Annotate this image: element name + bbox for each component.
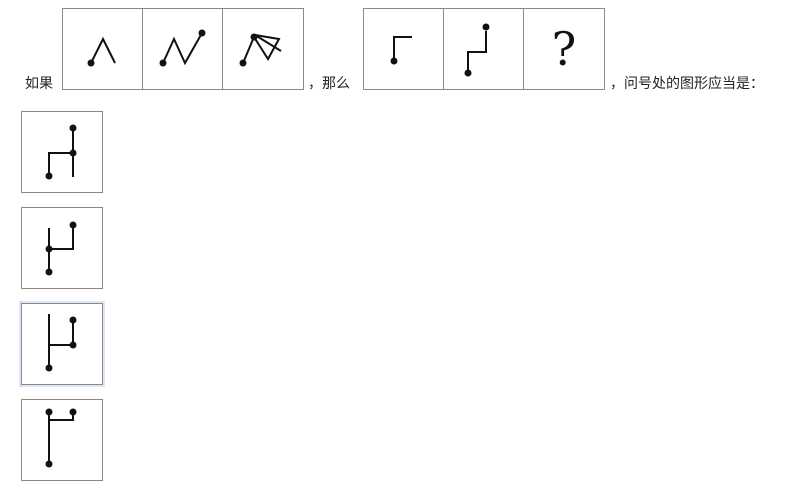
option-4-figure bbox=[45, 408, 77, 468]
question-prefix: 如果 bbox=[25, 76, 53, 92]
question-middle: ，那么 bbox=[308, 76, 350, 92]
option-1-figure bbox=[45, 124, 77, 180]
figure-b3: ? bbox=[524, 9, 604, 89]
question-mark-icon: ? bbox=[551, 22, 577, 76]
option-2[interactable] bbox=[21, 207, 103, 289]
option-2-figure bbox=[45, 221, 77, 276]
crossed-zigzag-figure bbox=[239, 33, 282, 67]
zigzag-figure bbox=[159, 29, 206, 67]
figure-sequence-b: ? bbox=[363, 8, 605, 90]
caret-figure bbox=[87, 36, 116, 67]
figure-a2 bbox=[143, 9, 223, 89]
option-4[interactable] bbox=[21, 399, 103, 481]
figure-b2 bbox=[444, 9, 524, 89]
figure-a1 bbox=[63, 9, 143, 89]
option-3[interactable] bbox=[21, 303, 103, 385]
figure-b1 bbox=[364, 9, 444, 89]
figure-a3 bbox=[223, 9, 303, 89]
question-suffix: ，问号处的图形应当是： bbox=[610, 76, 764, 92]
figure-sequence-a bbox=[62, 8, 304, 90]
corner-figure bbox=[390, 36, 412, 65]
option-1[interactable] bbox=[21, 111, 103, 193]
step-figure bbox=[464, 23, 490, 77]
option-3-figure bbox=[45, 314, 77, 372]
